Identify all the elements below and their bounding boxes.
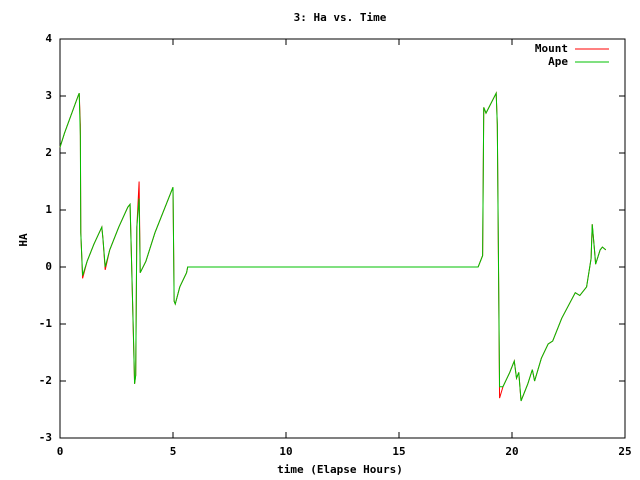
legend-label: Mount (535, 42, 568, 55)
x-tick-label: 10 (279, 445, 292, 458)
series-line (59, 91, 607, 402)
y-tick-label: 1 (45, 203, 52, 216)
x-tick-label: 15 (392, 445, 405, 458)
x-axis-label: time (Elapse Hours) (277, 463, 403, 476)
y-tick-label: 2 (45, 146, 52, 159)
y-tick-label: 4 (45, 32, 52, 45)
y-tick-label: -1 (39, 317, 53, 330)
y-tick-label: 3 (45, 89, 52, 102)
y-tick-label: 0 (45, 260, 52, 273)
y-tick-label: -2 (39, 374, 52, 387)
y-tick-label: -3 (39, 431, 52, 444)
x-tick-label: 5 (170, 445, 177, 458)
x-tick-label: 20 (505, 445, 518, 458)
series-line (59, 91, 607, 402)
x-tick-label: 0 (57, 445, 64, 458)
y-axis-label: HA (17, 233, 30, 247)
x-tick-label: 25 (618, 445, 631, 458)
plot-frame (59, 38, 626, 439)
chart-title: 3: Ha vs. Time (294, 11, 387, 24)
legend-label: Ape (548, 55, 568, 68)
